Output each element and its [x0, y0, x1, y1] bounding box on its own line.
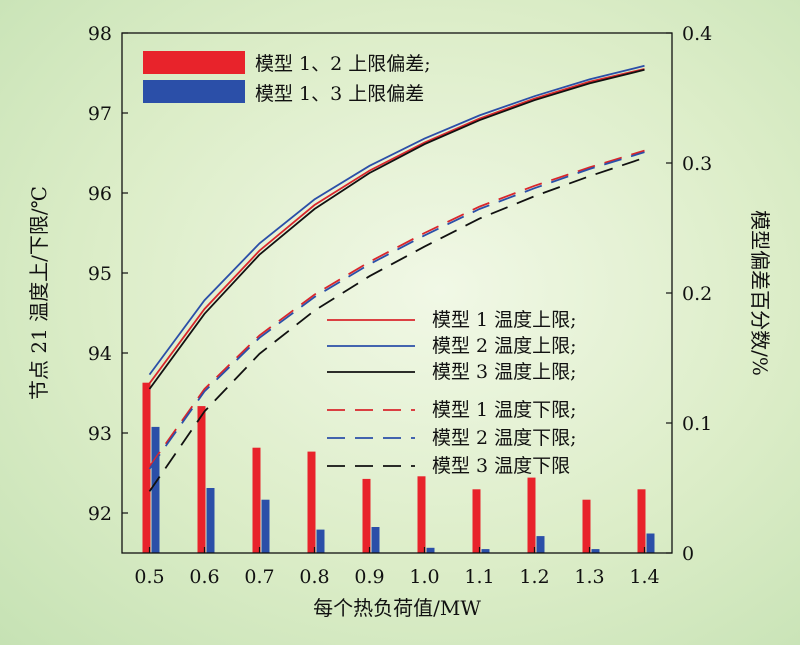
legend-bars: 模型 1、2 上限偏差; 模型 1、3 上限偏差 — [143, 51, 431, 105]
bar-series-2-0 — [151, 426, 160, 553]
y-right-tick-label-4: 0.4 — [682, 23, 712, 45]
x-tick-label-6: 1.1 — [464, 566, 494, 588]
bar-series-2-3 — [316, 529, 325, 553]
legend-label-line-1: 模型 1 温度上限; — [432, 309, 577, 331]
bar-series-1-9 — [637, 489, 646, 553]
bars-layer — [142, 382, 655, 553]
line-series-3 — [148, 68, 645, 390]
y-left-tick-label-4: 96 — [88, 183, 112, 205]
bar-series-1-6 — [472, 489, 481, 553]
legend-lines: 模型 1 温度上限; 模型 2 温度上限; 模型 3 温度上限; 模型 1 温度… — [327, 309, 577, 477]
y-left-tick-label-6: 98 — [88, 23, 112, 45]
line-series-1 — [148, 68, 645, 384]
x-tick-label-0: 0.5 — [134, 566, 164, 588]
x-tick-label-5: 1.0 — [409, 566, 439, 588]
legend-label-line-2: 模型 2 温度上限; — [432, 335, 577, 357]
legend-label-bar-1: 模型 1、2 上限偏差; — [255, 53, 431, 75]
y-left-tick-label-0: 92 — [88, 503, 112, 525]
bar-series-2-4 — [371, 527, 380, 553]
bar-series-1-1 — [197, 406, 206, 553]
y-axis-right-title: 模型偏差百分数/% — [748, 210, 772, 376]
legend-label-line-6: 模型 3 温度下限 — [432, 455, 570, 477]
bar-series-1-3 — [307, 451, 316, 553]
legend-label-line-4: 模型 1 温度下限; — [432, 399, 577, 421]
legend-swatch-bar-1 — [143, 51, 245, 74]
y-right-tick-label-0: 0 — [682, 543, 694, 565]
y-right-tick-label-1: 0.1 — [682, 413, 712, 435]
y-left-tick-label-1: 93 — [88, 423, 112, 445]
line-series-5 — [148, 151, 645, 470]
y-left-tick-label-5: 97 — [88, 103, 112, 125]
bar-series-1-5 — [417, 476, 426, 553]
bar-series-2-6 — [481, 549, 490, 553]
x-tick-label-7: 1.2 — [519, 566, 549, 588]
lines-layer — [148, 64, 645, 492]
line-series-2 — [148, 64, 645, 376]
bar-series-2-1 — [206, 488, 215, 553]
x-tick-label-3: 0.8 — [299, 566, 329, 588]
bar-series-2-7 — [536, 536, 545, 553]
x-tick-label-4: 0.9 — [354, 566, 384, 588]
ticks-layer: 0.5 0.6 0.7 0.8 0.9 1.0 1.1 1.2 1.3 1.4 92 93 94 95 96… — [88, 23, 712, 588]
y-axis-left-title: 节点 21 温度上/下限/℃ — [27, 186, 51, 400]
bar-series-1-7 — [527, 477, 536, 553]
x-tick-label-2: 0.7 — [244, 566, 274, 588]
y-left-tick-label-2: 94 — [88, 343, 112, 365]
line-series-4 — [148, 149, 645, 468]
bar-series-2-9 — [646, 533, 655, 553]
y-right-tick-label-2: 0.2 — [682, 283, 712, 305]
legend-label-bar-2: 模型 1、3 上限偏差 — [255, 83, 424, 105]
x-tick-label-9: 1.4 — [629, 566, 659, 588]
bar-series-1-8 — [582, 499, 591, 553]
legend-label-line-3: 模型 3 温度上限; — [432, 361, 577, 383]
y-left-tick-label-3: 95 — [88, 263, 112, 285]
legend-label-line-5: 模型 2 温度下限; — [432, 427, 577, 449]
bar-series-1-4 — [362, 478, 371, 553]
line-series-6 — [148, 156, 645, 492]
bar-series-1-0 — [142, 382, 151, 553]
legend-swatch-bar-2 — [143, 80, 245, 103]
x-tick-label-1: 0.6 — [189, 566, 219, 588]
bar-series-1-2 — [252, 447, 261, 553]
bar-series-2-2 — [261, 499, 270, 553]
bar-series-2-5 — [426, 547, 435, 553]
y-right-tick-label-3: 0.3 — [682, 153, 712, 175]
bar-series-2-8 — [591, 549, 600, 553]
x-tick-label-8: 1.3 — [574, 566, 604, 588]
x-axis-title: 每个热负荷值/MW — [313, 596, 481, 620]
